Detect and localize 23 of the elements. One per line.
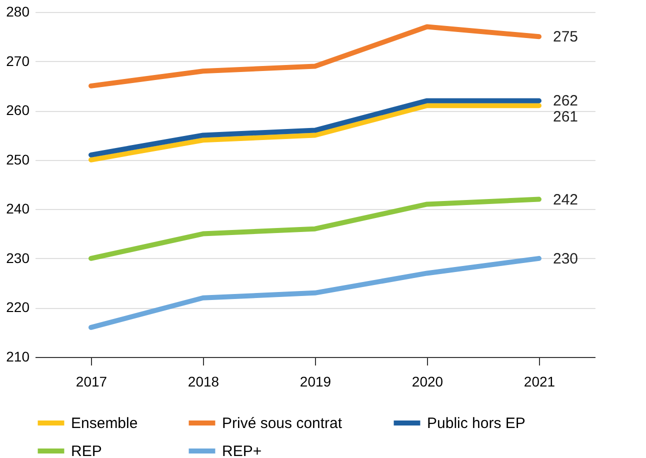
data-label: 242	[553, 191, 578, 208]
x-tick-label: 2019	[300, 374, 332, 390]
y-tick-label: 270	[6, 52, 30, 69]
y-tick-label: 230	[6, 250, 30, 266]
legend-label: REP	[71, 443, 102, 458]
x-tick-label: 2017	[76, 374, 108, 390]
y-tick-label: 220	[6, 299, 30, 316]
y-tick-label: 250	[6, 151, 30, 168]
legend-label: Ensemble	[71, 415, 138, 432]
data-label: 275	[553, 28, 578, 46]
y-tick-label: 240	[6, 200, 30, 217]
legend-label: REP+	[222, 443, 262, 458]
y-tick-label: 280	[6, 4, 30, 20]
data-label: 230	[553, 250, 578, 268]
legend-label: Public hors EP	[427, 415, 526, 432]
x-tick-label: 2020	[412, 374, 444, 390]
data-label: 261	[553, 108, 578, 126]
x-tick-label: 2021	[524, 374, 556, 390]
y-tick-label: 210	[6, 348, 30, 364]
y-tick-label: 260	[6, 102, 30, 118]
x-tick-label: 2018	[188, 374, 220, 390]
legend-label: Privé sous contrat	[222, 415, 343, 432]
data-label: 262	[553, 92, 578, 110]
